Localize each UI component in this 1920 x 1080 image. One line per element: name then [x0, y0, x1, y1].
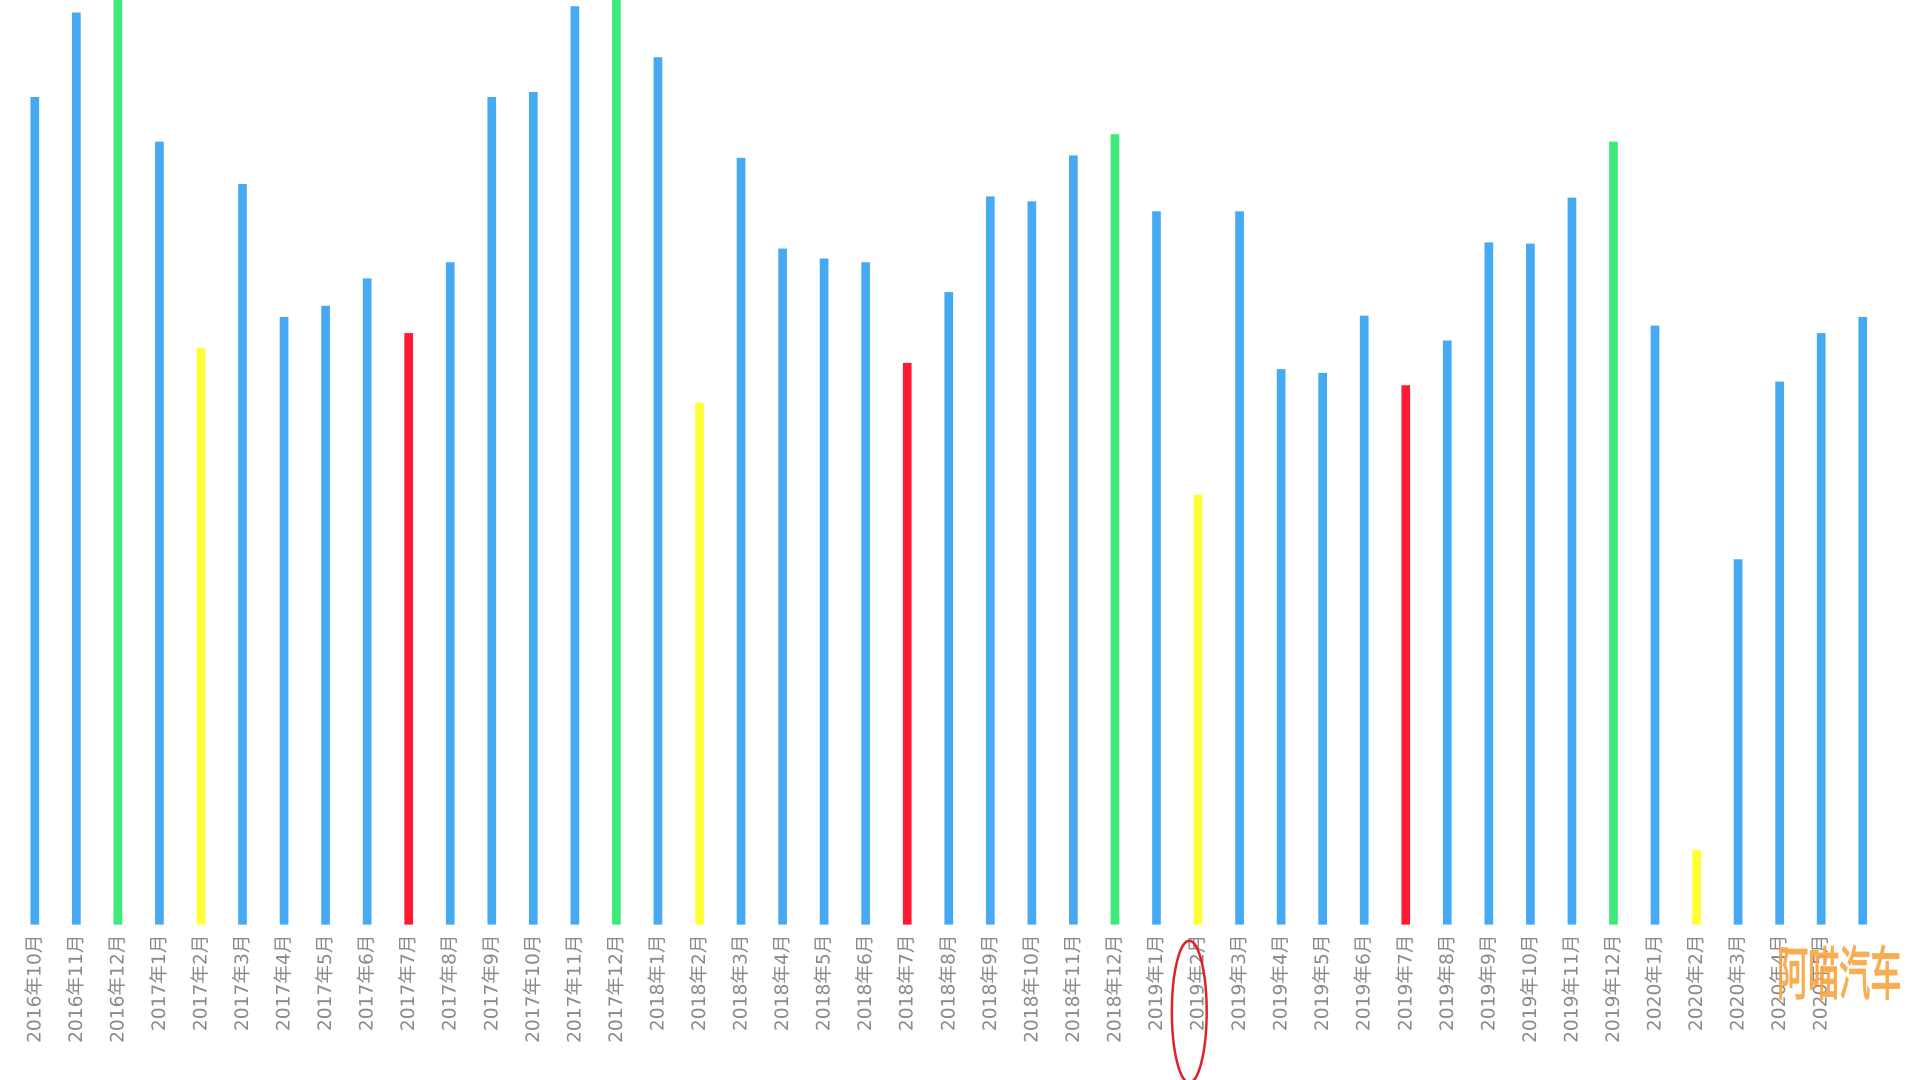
x-tick-label: 2019年8月 [1437, 935, 1458, 1032]
bar [196, 348, 206, 925]
x-tick-label: 2017年9月 [481, 935, 502, 1032]
bar [1526, 243, 1535, 925]
bar [736, 157, 746, 925]
bar [612, 0, 621, 925]
bar [445, 262, 455, 925]
x-tick-label: 2017年4月 [274, 935, 295, 1032]
x-tick-label: 2020年4月 [1769, 935, 1790, 1032]
bar [819, 258, 829, 925]
x-tick-label: 2017年3月 [232, 935, 253, 1032]
x-tick-label: 2017年7月 [398, 935, 419, 1032]
x-tick-label: 2018年1月 [647, 935, 668, 1032]
bar [1567, 197, 1577, 925]
bar [238, 183, 247, 925]
bar [487, 96, 497, 925]
bar [1359, 315, 1369, 925]
x-tick-label: 2019年6月 [1354, 935, 1375, 1032]
bar [1027, 201, 1037, 925]
x-tick-label: 2018年11月 [1063, 935, 1084, 1043]
x-tick-label: 2019年10月 [1520, 935, 1541, 1043]
x-tick-label: 2018年5月 [814, 935, 835, 1032]
x-tick-label: 2019年12月 [1603, 935, 1624, 1043]
bar [362, 278, 372, 925]
x-tick-label: 2019年5月 [1312, 935, 1333, 1032]
x-tick-label: 2019年3月 [1229, 935, 1250, 1032]
x-tick-label: 2017年8月 [440, 935, 461, 1032]
x-tick-label: 2016年11月 [66, 935, 87, 1043]
bar [528, 92, 538, 925]
x-tick-label: 2018年3月 [731, 935, 752, 1032]
bar [1276, 369, 1286, 925]
x-tick-label: 2016年10月 [24, 935, 45, 1043]
bar [1152, 211, 1161, 925]
bar [404, 333, 414, 925]
x-tick-label: 2019年7月 [1395, 935, 1416, 1032]
x-tick-label: 2017年6月 [357, 935, 378, 1032]
bar [1484, 242, 1494, 925]
x-tick-label: 2020年2月 [1686, 935, 1707, 1032]
x-tick-label: 2019年11月 [1561, 935, 1582, 1043]
bar [1775, 381, 1784, 925]
x-tick-label: 2017年12月 [606, 935, 627, 1043]
x-tick-label: 2018年12月 [1104, 935, 1125, 1043]
x-tick-label: 2020年5月 [1811, 935, 1832, 1032]
bar [155, 141, 164, 925]
bar [1110, 134, 1120, 925]
x-tick-label: 2019年2月 [1188, 935, 1209, 1032]
bar [695, 402, 704, 925]
bar [944, 292, 954, 925]
x-tick-label: 2018年9月 [980, 935, 1001, 1032]
x-tick-label: 2018年7月 [897, 935, 918, 1032]
bar [1069, 155, 1078, 925]
bar [1401, 385, 1411, 925]
bar [30, 96, 40, 925]
bar [861, 262, 871, 925]
x-tick-label: 2017年11月 [564, 935, 585, 1043]
x-tick-label: 2019年9月 [1478, 935, 1499, 1032]
x-tick-label: 2020年3月 [1728, 935, 1749, 1032]
bar [321, 305, 330, 925]
bar [1442, 340, 1452, 925]
bar [1235, 211, 1244, 925]
x-tick-label: 2016年12月 [107, 935, 128, 1043]
x-tick-label: 2018年10月 [1021, 935, 1042, 1043]
x-tick-label: 2017年2月 [190, 935, 211, 1032]
bar [1193, 494, 1203, 925]
bar [902, 362, 912, 925]
bar [1318, 372, 1328, 925]
bar [653, 57, 663, 925]
x-tick-label: 2017年10月 [523, 935, 544, 1043]
x-tick-label: 2018年2月 [689, 935, 710, 1032]
x-tick-label: 2019年4月 [1271, 935, 1292, 1032]
x-tick-label: 2018年8月 [938, 935, 959, 1032]
highlight-circle [1170, 939, 1208, 1080]
bar [279, 316, 289, 925]
x-tick-label: 2018年6月 [855, 935, 876, 1032]
bar [1692, 850, 1701, 925]
bar [71, 12, 81, 925]
bar [1858, 316, 1868, 925]
bar [570, 6, 580, 925]
watermark: 阿喵汽车 [1777, 942, 1901, 1008]
bar [1733, 559, 1743, 925]
bar [1609, 141, 1618, 925]
x-tick-label: 2017年5月 [315, 935, 336, 1032]
x-tick-label: 2020年1月 [1645, 935, 1666, 1032]
x-tick-label: 2017年1月 [149, 935, 170, 1032]
x-tick-label: 2018年4月 [772, 935, 793, 1032]
bar [778, 248, 787, 925]
bar [113, 0, 123, 925]
bar [1816, 333, 1826, 925]
x-tick-label: 2019年1月 [1146, 935, 1167, 1032]
bar [1650, 325, 1660, 925]
bar [985, 196, 995, 925]
